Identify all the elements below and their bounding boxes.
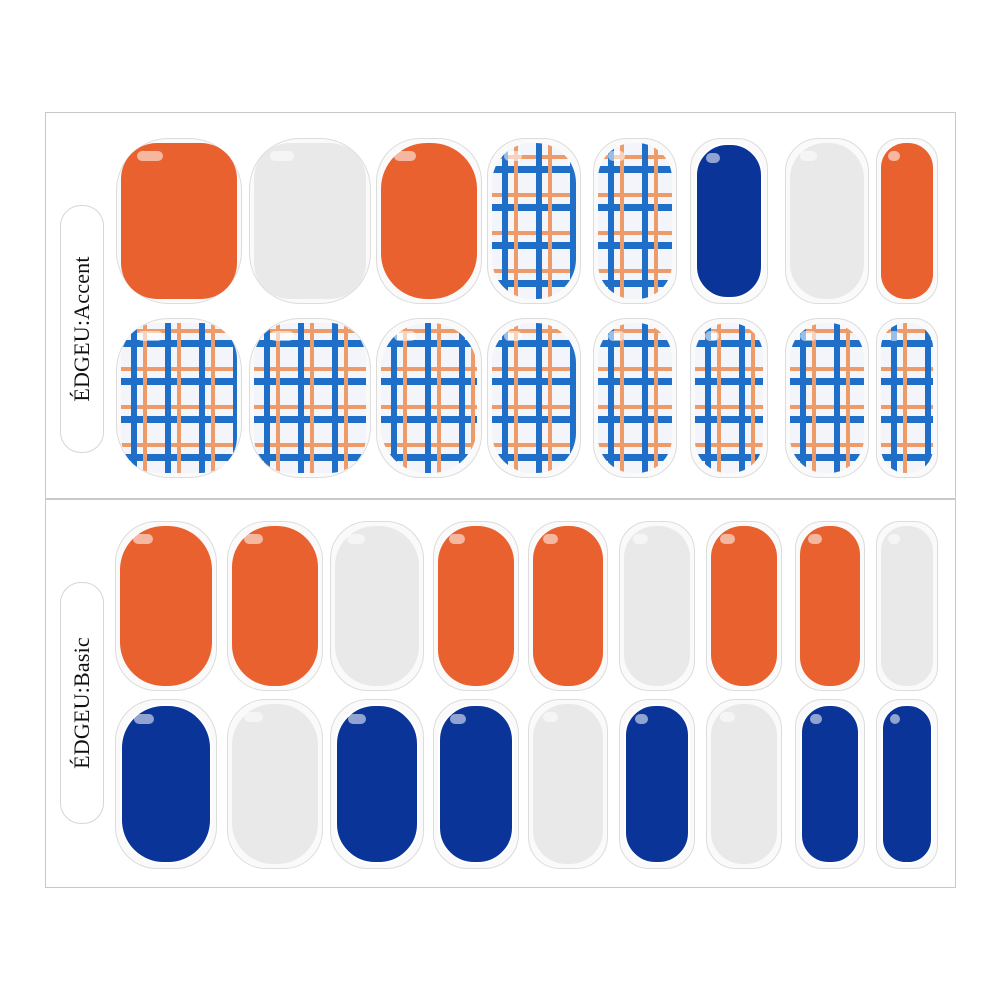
nail-gloss bbox=[450, 714, 466, 724]
nail-gloss bbox=[634, 714, 649, 724]
nail-sticker-plaid bbox=[254, 323, 366, 473]
nail-gloss bbox=[448, 534, 466, 544]
nail-gloss bbox=[720, 534, 735, 544]
nail-gloss bbox=[608, 331, 625, 341]
accent-sheet-label: ÉDGEU:Accent bbox=[69, 256, 94, 402]
nail-sticker-orange bbox=[438, 526, 514, 686]
nail-gloss bbox=[132, 534, 154, 544]
nail-gloss bbox=[348, 714, 366, 724]
nail-sticker-plaid bbox=[121, 323, 237, 473]
nail-gloss bbox=[394, 151, 416, 161]
nail-sticker-plaid bbox=[695, 323, 763, 473]
nail-gloss bbox=[720, 712, 735, 722]
nail-sticker-navy bbox=[438, 704, 514, 864]
nail-sticker-plaid bbox=[790, 323, 864, 473]
nail-sticker-orange bbox=[533, 526, 603, 686]
nail-sticker-orange bbox=[381, 143, 477, 299]
nail-gloss bbox=[705, 153, 721, 163]
nail-gloss bbox=[134, 714, 154, 724]
nail-sticker-white bbox=[790, 143, 864, 299]
nail-sticker-navy bbox=[881, 704, 933, 864]
nail-gloss bbox=[503, 151, 523, 161]
nail-sticker-orange bbox=[711, 526, 777, 686]
nail-gloss bbox=[503, 331, 523, 341]
nail-sticker-orange bbox=[881, 143, 933, 299]
nail-gloss bbox=[888, 151, 900, 161]
nail-sticker-orange bbox=[232, 526, 318, 686]
nail-gloss bbox=[808, 534, 822, 544]
nail-gloss bbox=[800, 331, 817, 341]
nail-gloss bbox=[137, 151, 163, 161]
nail-gloss bbox=[394, 331, 416, 341]
nail-gloss bbox=[244, 712, 263, 722]
nail-gloss bbox=[269, 151, 295, 161]
nail-sticker-plaid bbox=[598, 323, 672, 473]
accent-sheet: ÉDGEU:Accent bbox=[45, 112, 956, 499]
nail-sticker-navy bbox=[695, 143, 763, 299]
nail-gloss bbox=[542, 712, 559, 722]
nail-gloss bbox=[608, 151, 625, 161]
nail-sticker-white bbox=[533, 704, 603, 864]
nail-sticker-plaid bbox=[598, 143, 672, 299]
nail-sticker-white bbox=[335, 526, 419, 686]
nail-gloss bbox=[542, 534, 559, 544]
nail-gloss bbox=[269, 331, 295, 341]
nail-sticker-orange bbox=[121, 143, 237, 299]
sheet-label-pill: ÉDGEU:Basic bbox=[60, 582, 104, 824]
nail-gloss bbox=[704, 331, 720, 341]
nail-sticker-navy bbox=[335, 704, 419, 864]
nail-sticker-plaid bbox=[381, 323, 477, 473]
nail-gloss bbox=[809, 714, 823, 724]
nail-sticker-white bbox=[624, 526, 690, 686]
nail-sticker-plaid bbox=[881, 323, 933, 473]
nail-gloss bbox=[633, 534, 648, 544]
basic-sheet: ÉDGEU:Basic bbox=[45, 499, 956, 888]
nail-gloss bbox=[888, 534, 900, 544]
nail-sticker-navy bbox=[120, 704, 212, 864]
nail-gloss bbox=[888, 331, 900, 341]
nail-gloss bbox=[800, 151, 817, 161]
nail-gloss bbox=[889, 714, 901, 724]
nail-sticker-orange bbox=[800, 526, 860, 686]
nail-sticker-white bbox=[232, 704, 318, 864]
nail-gloss bbox=[137, 331, 163, 341]
nail-sticker-white bbox=[881, 526, 933, 686]
nail-sticker-navy bbox=[624, 704, 690, 864]
nail-sticker-white bbox=[254, 143, 366, 299]
nail-gloss bbox=[244, 534, 263, 544]
nail-sticker-plaid bbox=[492, 323, 576, 473]
nail-sticker-navy bbox=[800, 704, 860, 864]
nail-sticker-white bbox=[711, 704, 777, 864]
nail-sticker-plaid bbox=[492, 143, 576, 299]
basic-sheet-label: ÉDGEU:Basic bbox=[69, 637, 94, 769]
nail-sticker-orange bbox=[120, 526, 212, 686]
nail-gloss bbox=[346, 534, 366, 544]
sheet-label-pill: ÉDGEU:Accent bbox=[60, 205, 104, 453]
